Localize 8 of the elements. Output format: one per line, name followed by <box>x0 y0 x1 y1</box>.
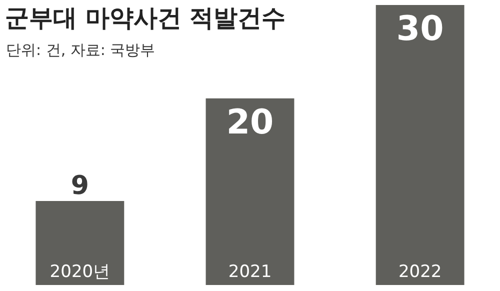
data-label: 30 <box>396 9 444 49</box>
chart-title: 군부대 마약사건 적발건수 <box>5 4 286 32</box>
text: 단위: 건, 자료: 국방부 <box>6 41 156 59</box>
x-tick-label: 2020년 <box>50 262 110 282</box>
data-label: 20 <box>226 102 274 142</box>
x-tick-label: 2021 <box>228 262 272 282</box>
data-label: 9 <box>70 171 89 201</box>
x-tick-label: 2022 <box>398 262 442 282</box>
